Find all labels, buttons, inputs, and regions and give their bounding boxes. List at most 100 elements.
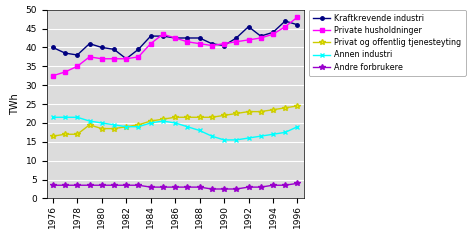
Andre forbrukere [62,184,68,187]
Private husholdninger [62,70,68,73]
Kraftkrevende industri [258,35,263,38]
Private husholdninger [295,16,300,19]
Y-axis label: TWh: TWh [10,93,20,115]
Andre forbrukere [258,186,263,189]
Kraftkrevende industri [283,20,288,23]
Private husholdninger [246,38,251,41]
Andre forbrukere [99,184,105,187]
Annen industri [111,123,117,126]
Kraftkrevende industri [221,44,227,47]
Andre forbrukere [123,184,129,187]
Privat og offentlig tjenesteyting [123,125,129,128]
Privat og offentlig tjenesteyting [74,133,80,136]
Privat og offentlig tjenesteyting [283,106,288,109]
Private husholdninger [74,65,80,68]
Andre forbrukere [135,184,141,187]
Privat og offentlig tjenesteyting [295,105,300,107]
Annen industri [270,133,276,136]
Private husholdninger [209,44,215,47]
Private husholdninger [111,57,117,60]
Andre forbrukere [148,186,154,189]
Privat og offentlig tjenesteyting [111,127,117,130]
Andre forbrukere [270,184,276,187]
Kraftkrevende industri [160,35,166,38]
Annen industri [123,125,129,128]
Annen industri [295,125,300,128]
Kraftkrevende industri [148,35,154,38]
Private husholdninger [87,55,92,58]
Private husholdninger [234,40,239,43]
Kraftkrevende industri [74,53,80,56]
Privat og offentlig tjenesteyting [258,110,263,113]
Line: Annen industri: Annen industri [51,115,299,142]
Kraftkrevende industri [123,57,129,60]
Andre forbrukere [184,186,190,189]
Andre forbrukere [234,188,239,190]
Private husholdninger [184,40,190,43]
Legend: Kraftkrevende industri, Private husholdninger, Privat og offentlig tjenesteyting: Kraftkrevende industri, Private husholdn… [309,10,466,76]
Private husholdninger [258,37,263,39]
Andre forbrukere [111,184,117,187]
Kraftkrevende industri [295,23,300,26]
Annen industri [148,121,154,124]
Annen industri [99,121,105,124]
Andre forbrukere [295,182,300,185]
Annen industri [246,136,251,139]
Privat og offentlig tjenesteyting [160,118,166,121]
Annen industri [221,138,227,141]
Kraftkrevende industri [50,46,56,49]
Annen industri [74,116,80,119]
Private husholdninger [197,42,202,45]
Andre forbrukere [160,186,166,189]
Andre forbrukere [197,186,202,189]
Kraftkrevende industri [184,37,190,39]
Privat og offentlig tjenesteyting [221,114,227,117]
Private husholdninger [50,74,56,77]
Kraftkrevende industri [135,48,141,51]
Private husholdninger [270,33,276,36]
Private husholdninger [135,55,141,58]
Andre forbrukere [246,186,251,189]
Annen industri [234,138,239,141]
Private husholdninger [160,33,166,36]
Annen industri [283,131,288,134]
Annen industri [135,125,141,128]
Privat og offentlig tjenesteyting [62,133,68,136]
Privat og offentlig tjenesteyting [99,127,105,130]
Andre forbrukere [221,188,227,190]
Annen industri [50,116,56,119]
Kraftkrevende industri [99,46,105,49]
Annen industri [184,125,190,128]
Annen industri [172,121,178,124]
Annen industri [197,129,202,132]
Kraftkrevende industri [209,42,215,45]
Privat og offentlig tjenesteyting [234,112,239,115]
Annen industri [209,135,215,138]
Privat og offentlig tjenesteyting [172,116,178,119]
Kraftkrevende industri [62,52,68,54]
Andre forbrukere [87,184,92,187]
Kraftkrevende industri [87,42,92,45]
Andre forbrukere [74,184,80,187]
Private husholdninger [99,57,105,60]
Andre forbrukere [209,188,215,190]
Annen industri [87,120,92,122]
Annen industri [258,135,263,138]
Kraftkrevende industri [172,37,178,39]
Kraftkrevende industri [111,48,117,51]
Private husholdninger [283,25,288,28]
Andre forbrukere [283,184,288,187]
Kraftkrevende industri [270,31,276,34]
Annen industri [62,116,68,119]
Privat og offentlig tjenesteyting [209,116,215,119]
Andre forbrukere [172,186,178,189]
Private husholdninger [221,42,227,45]
Privat og offentlig tjenesteyting [197,116,202,119]
Line: Kraftkrevende industri: Kraftkrevende industri [51,19,299,60]
Private husholdninger [123,57,129,60]
Annen industri [160,120,166,122]
Privat og offentlig tjenesteyting [50,135,56,138]
Andre forbrukere [50,184,56,187]
Kraftkrevende industri [197,37,202,39]
Line: Private husholdninger: Private husholdninger [51,15,299,77]
